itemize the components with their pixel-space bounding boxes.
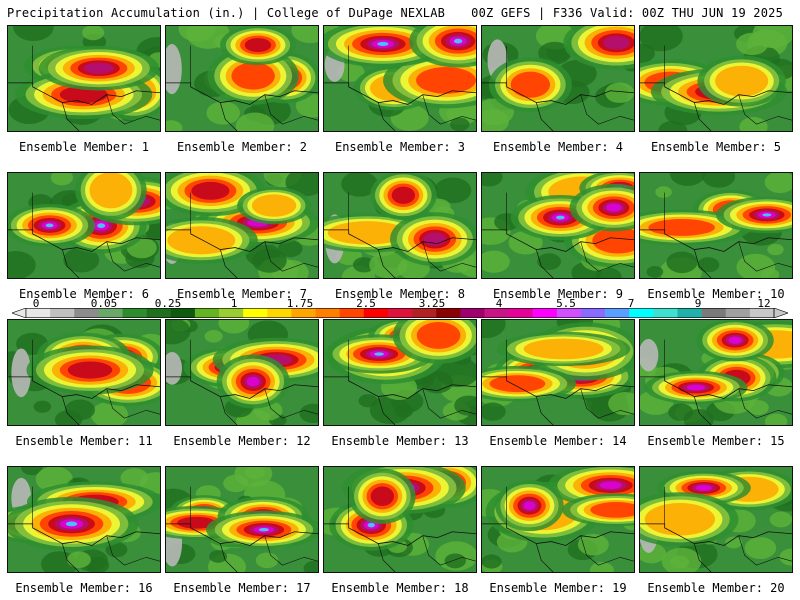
ensemble-member-caption: Ensemble Member: 2: [176, 140, 308, 154]
ensemble-member-map: [7, 466, 161, 573]
ensemble-member-map: [639, 466, 793, 573]
ensemble-member-caption: Ensemble Member: 13: [331, 434, 469, 448]
colorbar-tick-label: 0.25: [154, 297, 182, 310]
colorbar-tick-label: 5.5: [556, 297, 576, 310]
colorbar-swatch: [508, 308, 534, 318]
ensemble-member-caption: Ensemble Member: 18: [331, 581, 469, 595]
colorbar-swatch: [605, 308, 630, 318]
colorbar-swatch: [339, 308, 365, 318]
ensemble-member-caption: Ensemble Member: 3: [334, 140, 466, 154]
colorbar-tick-label: 1: [230, 297, 238, 310]
ensemble-member-caption: Ensemble Member: 16: [15, 581, 153, 595]
ensemble-member-map: [481, 25, 635, 132]
ensemble-member-map: [165, 172, 319, 279]
ensemble-member-caption: Ensemble Member: 10: [647, 287, 785, 301]
colorbar-swatch: [629, 308, 654, 318]
ensemble-member-caption: Ensemble Member: 9: [492, 287, 624, 301]
colorbar-tick-label: 2.5: [356, 297, 376, 310]
map-title: Precipitation Accumulation (in.) | Colle…: [7, 6, 446, 20]
colorbar-swatch: [749, 308, 775, 318]
ensemble-member-map: [481, 172, 635, 279]
colorbar-tick-label: 0.05: [90, 297, 118, 310]
ensemble-member-map: [165, 25, 319, 132]
ensemble-member-map: [639, 172, 793, 279]
colorbar-tick-label: 3.25: [418, 297, 446, 310]
colorbar-swatch: [387, 308, 413, 318]
colorbar-swatch: [219, 308, 244, 318]
colorbar-swatch: [653, 308, 678, 318]
colorbar-swatch: [170, 308, 196, 318]
ensemble-member-caption: Ensemble Member: 6: [18, 287, 150, 301]
colorbar-tick-label: 9: [694, 297, 702, 310]
colorbar-swatch: [243, 308, 268, 318]
ensemble-member-map: [323, 25, 477, 132]
ensemble-member-caption: Ensemble Member: 8: [334, 287, 466, 301]
colorbar-swatch: [291, 308, 316, 318]
colorbar-swatch: [436, 308, 461, 318]
colorbar-tick-label: 7: [627, 297, 635, 310]
colorbar-swatch: [412, 308, 437, 318]
colorbar-tick-label: 1.75: [286, 297, 314, 310]
colorbar-swatch: [460, 308, 485, 318]
ensemble-member-map: [165, 466, 319, 573]
colorbar-swatch: [484, 308, 509, 318]
colorbar-swatch: [26, 308, 51, 318]
ensemble-member-caption: Ensemble Member: 4: [492, 140, 624, 154]
ensemble-member-map: [323, 466, 477, 573]
colorbar-swatch: [122, 308, 147, 318]
ensemble-member-caption: Ensemble Member: 5: [650, 140, 782, 154]
ensemble-member-map: [481, 466, 635, 573]
colorbar-tick-label: 0: [32, 297, 40, 310]
ensemble-member-caption: Ensemble Member: 20: [647, 581, 785, 595]
colorbar-swatch: [194, 308, 220, 318]
colorbar-swatch: [556, 308, 582, 318]
ensemble-member-map: [639, 25, 793, 132]
ensemble-member-map: [323, 172, 477, 279]
precip-colorbar: [12, 308, 788, 318]
ensemble-member-caption: Ensemble Member: 12: [173, 434, 311, 448]
ensemble-member-caption: Ensemble Member: 15: [647, 434, 785, 448]
colorbar-swatch: [677, 308, 702, 318]
ensemble-member-map: [323, 319, 477, 426]
ensemble-member-caption: Ensemble Member: 19: [489, 581, 627, 595]
colorbar-swatch: [532, 308, 558, 318]
colorbar-swatch: [315, 308, 340, 318]
colorbar-swatch: [363, 308, 389, 318]
ensemble-member-caption: Ensemble Member: 17: [173, 581, 311, 595]
colorbar-swatch: [50, 308, 75, 318]
run-valid-time: 00Z GEFS | F336 Valid: 00Z THU JUN 19 20…: [471, 6, 783, 20]
ensemble-member-map: [7, 25, 161, 132]
colorbar-tick-label: 12: [757, 297, 771, 310]
ensemble-member-caption: Ensemble Member: 11: [15, 434, 153, 448]
colorbar-swatch: [701, 308, 727, 318]
ensemble-member-caption: Ensemble Member: 7: [176, 287, 308, 301]
colorbar-swatch: [580, 308, 606, 318]
ensemble-member-caption: Ensemble Member: 14: [489, 434, 627, 448]
colorbar-swatch: [725, 308, 751, 318]
colorbar-tick-label: 4: [495, 297, 503, 310]
colorbar-swatch: [98, 308, 123, 318]
ensemble-member-map: [165, 319, 319, 426]
ensemble-member-map: [7, 172, 161, 279]
ensemble-member-caption: Ensemble Member: 1: [18, 140, 150, 154]
colorbar-swatch: [74, 308, 99, 318]
ensemble-member-map: [639, 319, 793, 426]
colorbar-swatch: [146, 308, 172, 318]
ensemble-member-map: [481, 319, 635, 426]
colorbar-swatch: [267, 308, 292, 318]
ensemble-member-map: [7, 319, 161, 426]
